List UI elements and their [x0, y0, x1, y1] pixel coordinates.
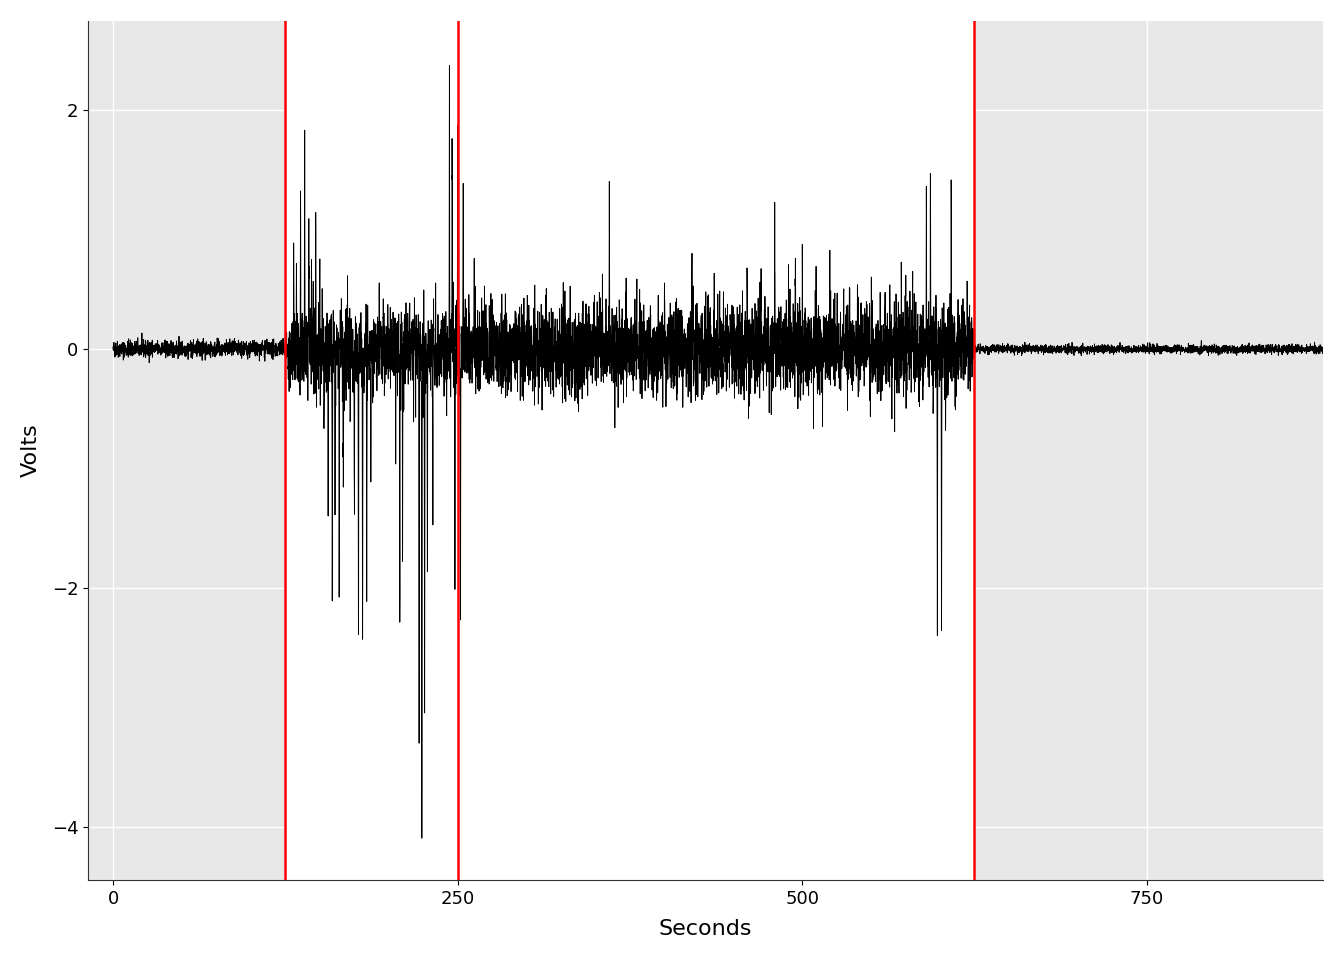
X-axis label: Seconds: Seconds: [659, 919, 753, 939]
Y-axis label: Volts: Volts: [22, 423, 40, 477]
Bar: [89, 21, 285, 880]
Bar: [974, 21, 1322, 880]
